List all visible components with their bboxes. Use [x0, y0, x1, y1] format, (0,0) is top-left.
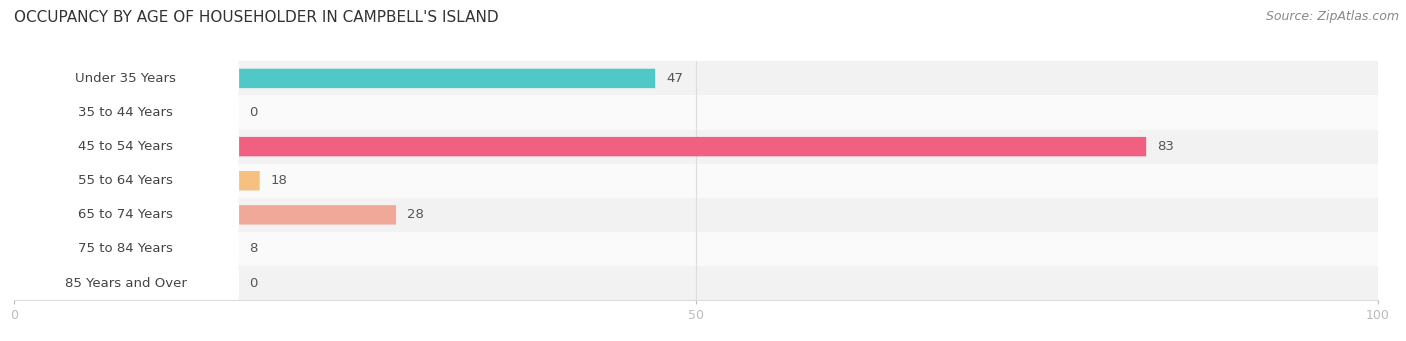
- Bar: [14, 198, 1378, 232]
- Bar: [14, 61, 1378, 95]
- Text: OCCUPANCY BY AGE OF HOUSEHOLDER IN CAMPBELL'S ISLAND: OCCUPANCY BY AGE OF HOUSEHOLDER IN CAMPB…: [14, 10, 499, 25]
- FancyBboxPatch shape: [13, 127, 239, 166]
- Bar: [14, 172, 260, 190]
- FancyBboxPatch shape: [13, 264, 239, 303]
- Bar: [14, 69, 655, 88]
- FancyBboxPatch shape: [13, 229, 239, 269]
- FancyBboxPatch shape: [14, 205, 396, 225]
- Bar: [14, 137, 1146, 156]
- Text: 55 to 64 Years: 55 to 64 Years: [79, 174, 173, 187]
- FancyBboxPatch shape: [14, 239, 124, 259]
- Bar: [14, 239, 124, 258]
- Text: 35 to 44 Years: 35 to 44 Years: [79, 106, 173, 119]
- FancyBboxPatch shape: [13, 161, 239, 201]
- Text: 0: 0: [249, 277, 257, 290]
- Text: 28: 28: [406, 208, 423, 221]
- Text: 0: 0: [249, 106, 257, 119]
- Bar: [14, 130, 1378, 164]
- Bar: [14, 205, 396, 224]
- Bar: [14, 266, 1378, 300]
- FancyBboxPatch shape: [13, 59, 239, 98]
- Text: 45 to 54 Years: 45 to 54 Years: [79, 140, 173, 153]
- Text: Under 35 Years: Under 35 Years: [76, 72, 176, 85]
- Bar: [14, 164, 1378, 198]
- Text: 75 to 84 Years: 75 to 84 Years: [79, 242, 173, 255]
- FancyBboxPatch shape: [14, 137, 1146, 156]
- Text: 83: 83: [1157, 140, 1174, 153]
- Text: 47: 47: [666, 72, 683, 85]
- Text: 18: 18: [270, 174, 287, 187]
- Text: 8: 8: [249, 242, 257, 255]
- Text: 85 Years and Over: 85 Years and Over: [65, 277, 187, 290]
- FancyBboxPatch shape: [13, 93, 239, 132]
- Text: Source: ZipAtlas.com: Source: ZipAtlas.com: [1265, 10, 1399, 23]
- Bar: [14, 95, 1378, 130]
- FancyBboxPatch shape: [14, 171, 260, 190]
- Bar: [14, 232, 1378, 266]
- FancyBboxPatch shape: [13, 195, 239, 235]
- FancyBboxPatch shape: [14, 69, 655, 88]
- Text: 65 to 74 Years: 65 to 74 Years: [79, 208, 173, 221]
